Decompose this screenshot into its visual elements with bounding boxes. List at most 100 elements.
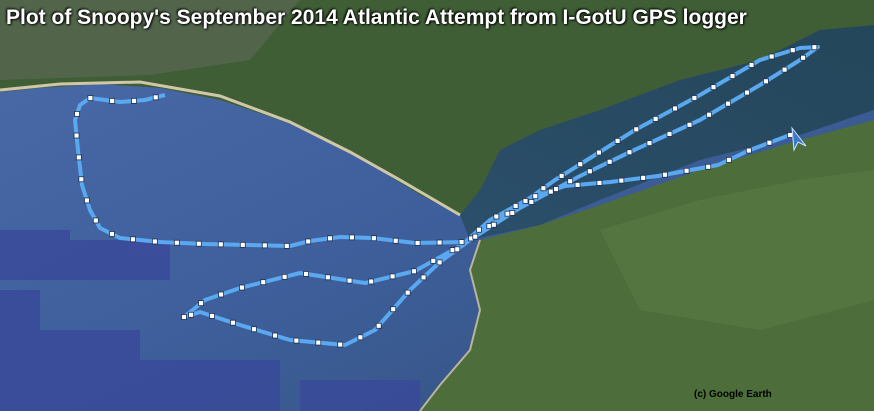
track-point — [811, 44, 818, 51]
track-point — [346, 277, 353, 284]
track-point — [281, 273, 288, 280]
track-point — [261, 242, 268, 249]
track-point — [78, 176, 85, 183]
track-point — [472, 233, 479, 240]
track-point — [781, 66, 788, 73]
track-point — [493, 213, 500, 220]
track-point — [512, 202, 519, 209]
track-point — [217, 241, 224, 248]
track-point — [348, 234, 355, 241]
track-point — [272, 332, 278, 339]
gps-track — [73, 44, 820, 348]
track-point — [239, 284, 245, 291]
track-point — [449, 247, 456, 254]
track-point — [606, 158, 613, 165]
track-point — [586, 168, 593, 175]
track-point — [73, 132, 80, 139]
track-point — [744, 89, 750, 96]
track-point — [540, 185, 547, 192]
track-point — [596, 149, 602, 156]
track-point — [436, 239, 443, 246]
track-point — [729, 73, 736, 79]
track-point — [130, 236, 136, 243]
track-point — [324, 274, 331, 281]
track-point — [646, 140, 653, 146]
track-point — [375, 322, 382, 329]
map-title: Plot of Snoopy's September 2014 Atlantic… — [6, 6, 747, 29]
track-point — [74, 111, 80, 117]
track-point — [683, 167, 690, 174]
bathymetry-blocks — [0, 230, 420, 411]
track-point — [789, 47, 796, 54]
track-point — [745, 147, 752, 154]
track-point — [181, 314, 187, 320]
track-point — [787, 132, 793, 138]
track-point — [404, 289, 411, 296]
track-point — [337, 341, 344, 348]
mainland — [0, 0, 874, 215]
track-point — [368, 278, 375, 285]
track-point — [476, 226, 482, 233]
track-point — [710, 84, 717, 91]
track-point — [522, 198, 529, 204]
credit-label: (c) Google Earth — [694, 389, 772, 400]
track-point — [109, 98, 116, 104]
track-point — [640, 174, 647, 181]
track-point — [195, 240, 202, 247]
track-points — [73, 44, 818, 348]
track-point — [532, 193, 539, 200]
track-point — [411, 268, 417, 275]
track-point — [567, 178, 574, 185]
track-point — [260, 279, 267, 286]
track-point — [509, 210, 516, 216]
track-point — [726, 156, 732, 163]
track-point — [618, 177, 625, 184]
track-point — [414, 240, 421, 246]
track-point — [209, 313, 215, 319]
track-point — [547, 188, 554, 195]
track-point — [390, 306, 397, 313]
track-point — [528, 199, 535, 205]
track-point — [558, 172, 565, 179]
track-point — [553, 186, 560, 192]
track-point — [504, 210, 511, 217]
track-point — [766, 139, 773, 146]
track-point — [109, 231, 115, 237]
track-point — [151, 238, 158, 245]
track-point — [188, 311, 194, 318]
track-point — [633, 126, 640, 133]
track-point — [87, 95, 94, 101]
track-point — [748, 62, 755, 68]
track-point — [283, 243, 290, 249]
track-point — [152, 94, 159, 101]
track-point — [198, 300, 204, 307]
track-point — [315, 339, 322, 346]
track-point — [173, 239, 180, 246]
track-point — [490, 221, 497, 228]
track-point — [672, 105, 678, 112]
track-point — [370, 235, 377, 242]
beach — [0, 80, 461, 217]
track-point — [251, 326, 257, 333]
track-point — [800, 54, 807, 61]
track-point — [763, 78, 769, 85]
track-point — [392, 237, 399, 244]
urban-area — [0, 0, 300, 80]
track-point — [84, 197, 90, 204]
track-point — [239, 241, 246, 248]
island-coast — [419, 239, 482, 411]
track-point — [458, 239, 465, 245]
track-leg-2 — [182, 45, 820, 347]
track-point — [430, 257, 437, 264]
track-point — [652, 115, 659, 122]
track-point — [662, 171, 668, 178]
track-point — [305, 238, 312, 245]
track-point — [303, 271, 309, 277]
track-point — [230, 319, 236, 326]
track-point — [436, 259, 443, 266]
track-point — [327, 235, 333, 242]
track-point — [577, 161, 584, 168]
track-point — [357, 334, 364, 341]
